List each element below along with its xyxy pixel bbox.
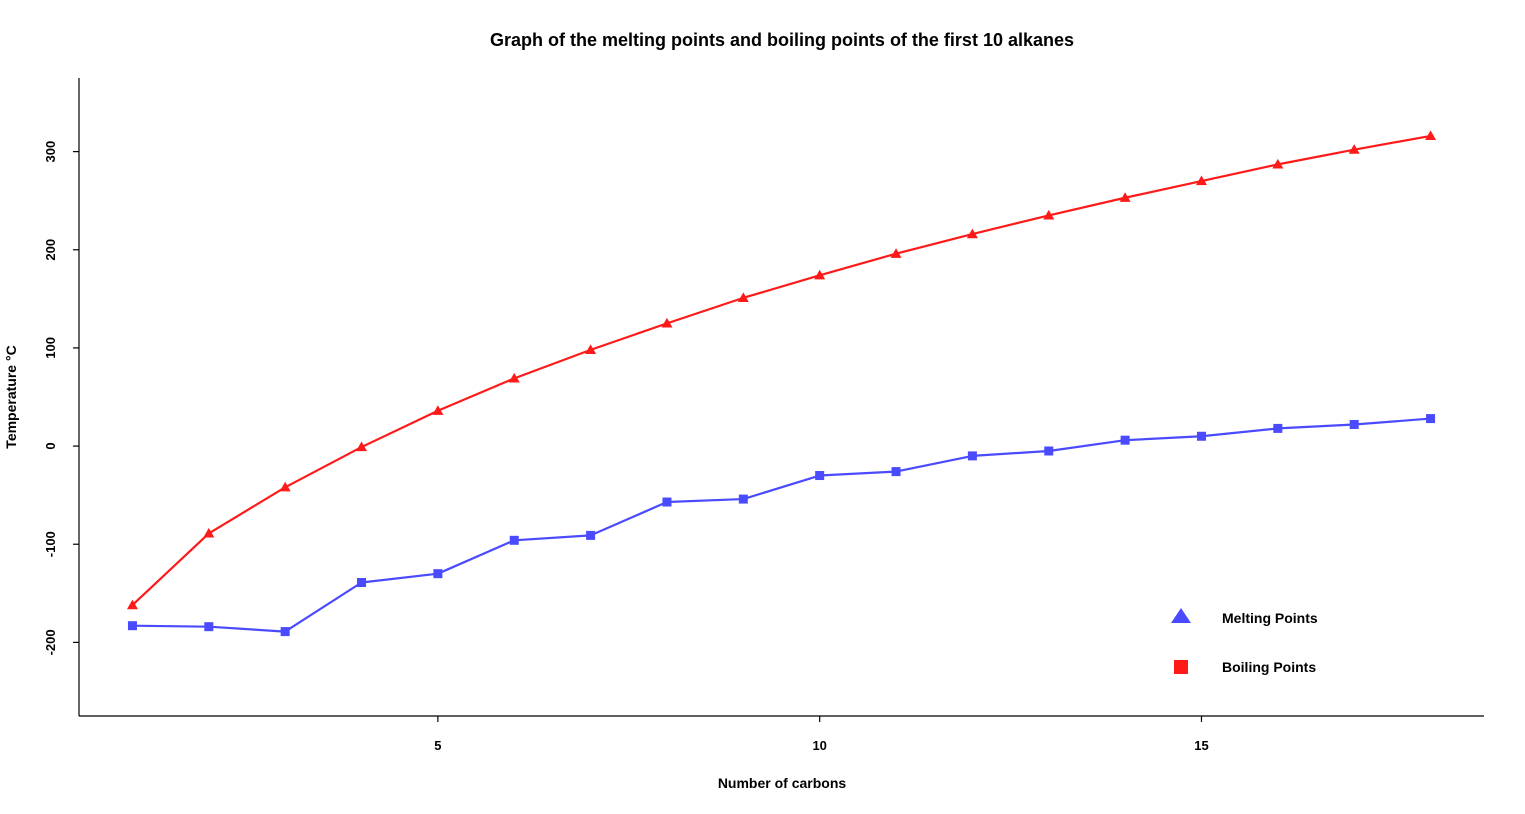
series-1-point-square — [509, 535, 519, 545]
series-1-point-square — [1426, 414, 1436, 424]
series-0-point-triangle — [737, 292, 749, 302]
series-1-point-square — [357, 578, 367, 588]
series-0-point-triangle — [356, 441, 368, 452]
series-0-point-triangle — [432, 405, 444, 415]
x-tick-label: 10 — [812, 738, 826, 753]
series-markers — [126, 130, 1437, 637]
series-1-point-square — [1273, 423, 1283, 433]
y-tick-label: 300 — [43, 141, 58, 163]
series-0-point-triangle — [1425, 130, 1437, 141]
legend-marker-boiling-square-icon — [1174, 660, 1188, 674]
series-1-point-square — [204, 622, 214, 632]
chart-title: Graph of the melting points and boiling … — [490, 30, 1074, 50]
series-1-point-square — [433, 569, 443, 579]
series-1-point-square — [1349, 419, 1359, 429]
y-tick-label: -100 — [43, 531, 58, 557]
series-0-point-triangle — [890, 248, 902, 258]
series-1-point-square — [127, 621, 137, 631]
series-1-point-square — [738, 494, 748, 504]
series-0-point-triangle — [508, 372, 520, 383]
series-0-point-triangle — [1272, 158, 1284, 169]
series-0-point-triangle — [585, 344, 597, 355]
legend-label-melting: Melting Points — [1222, 610, 1318, 626]
x-axis-label: Number of carbons — [718, 775, 847, 791]
series-1-point-square — [586, 530, 596, 540]
series-1-point-square — [1120, 435, 1130, 445]
y-tick-label: 200 — [43, 239, 58, 261]
series-0-point-triangle — [661, 317, 673, 328]
series-1-point-square — [662, 497, 672, 507]
series-0-point-triangle — [966, 228, 978, 239]
series-line-1 — [132, 417, 1431, 633]
series-lines — [131, 134, 1431, 633]
series-0-point-triangle — [1043, 209, 1055, 220]
series-1-point-square — [1196, 431, 1206, 441]
legend-marker-melting-triangle-icon — [1171, 608, 1191, 623]
series-0-point-triangle — [279, 481, 291, 492]
y-axis-label: Temperature °C — [3, 345, 19, 448]
series-0-point-triangle — [1119, 192, 1131, 202]
series-1-point-square — [1044, 446, 1054, 456]
series-0-point-triangle — [814, 269, 826, 280]
legend: Melting Points Boiling Points — [1171, 608, 1318, 675]
series-1-point-square — [280, 627, 290, 637]
y-tick-label: 100 — [43, 337, 58, 359]
series-0-point-triangle — [126, 599, 138, 610]
x-axis-ticks: 5 10 15 — [434, 716, 1209, 753]
series-1-point-square — [891, 467, 901, 477]
series-0-point-triangle — [1195, 175, 1207, 186]
series-1-point-square — [967, 451, 977, 461]
series-0-point-triangle — [1348, 144, 1360, 154]
series-0-point-triangle — [203, 527, 215, 538]
y-axis-ticks: -200 -100 0 100 200 300 — [43, 141, 79, 655]
y-tick-label: -200 — [43, 629, 58, 655]
legend-label-boiling: Boiling Points — [1222, 659, 1316, 675]
x-tick-label: 15 — [1194, 738, 1208, 753]
x-tick-label: 5 — [434, 738, 441, 753]
y-tick-label: 0 — [43, 442, 58, 449]
series-line-0 — [131, 134, 1431, 606]
series-1-point-square — [815, 471, 825, 481]
